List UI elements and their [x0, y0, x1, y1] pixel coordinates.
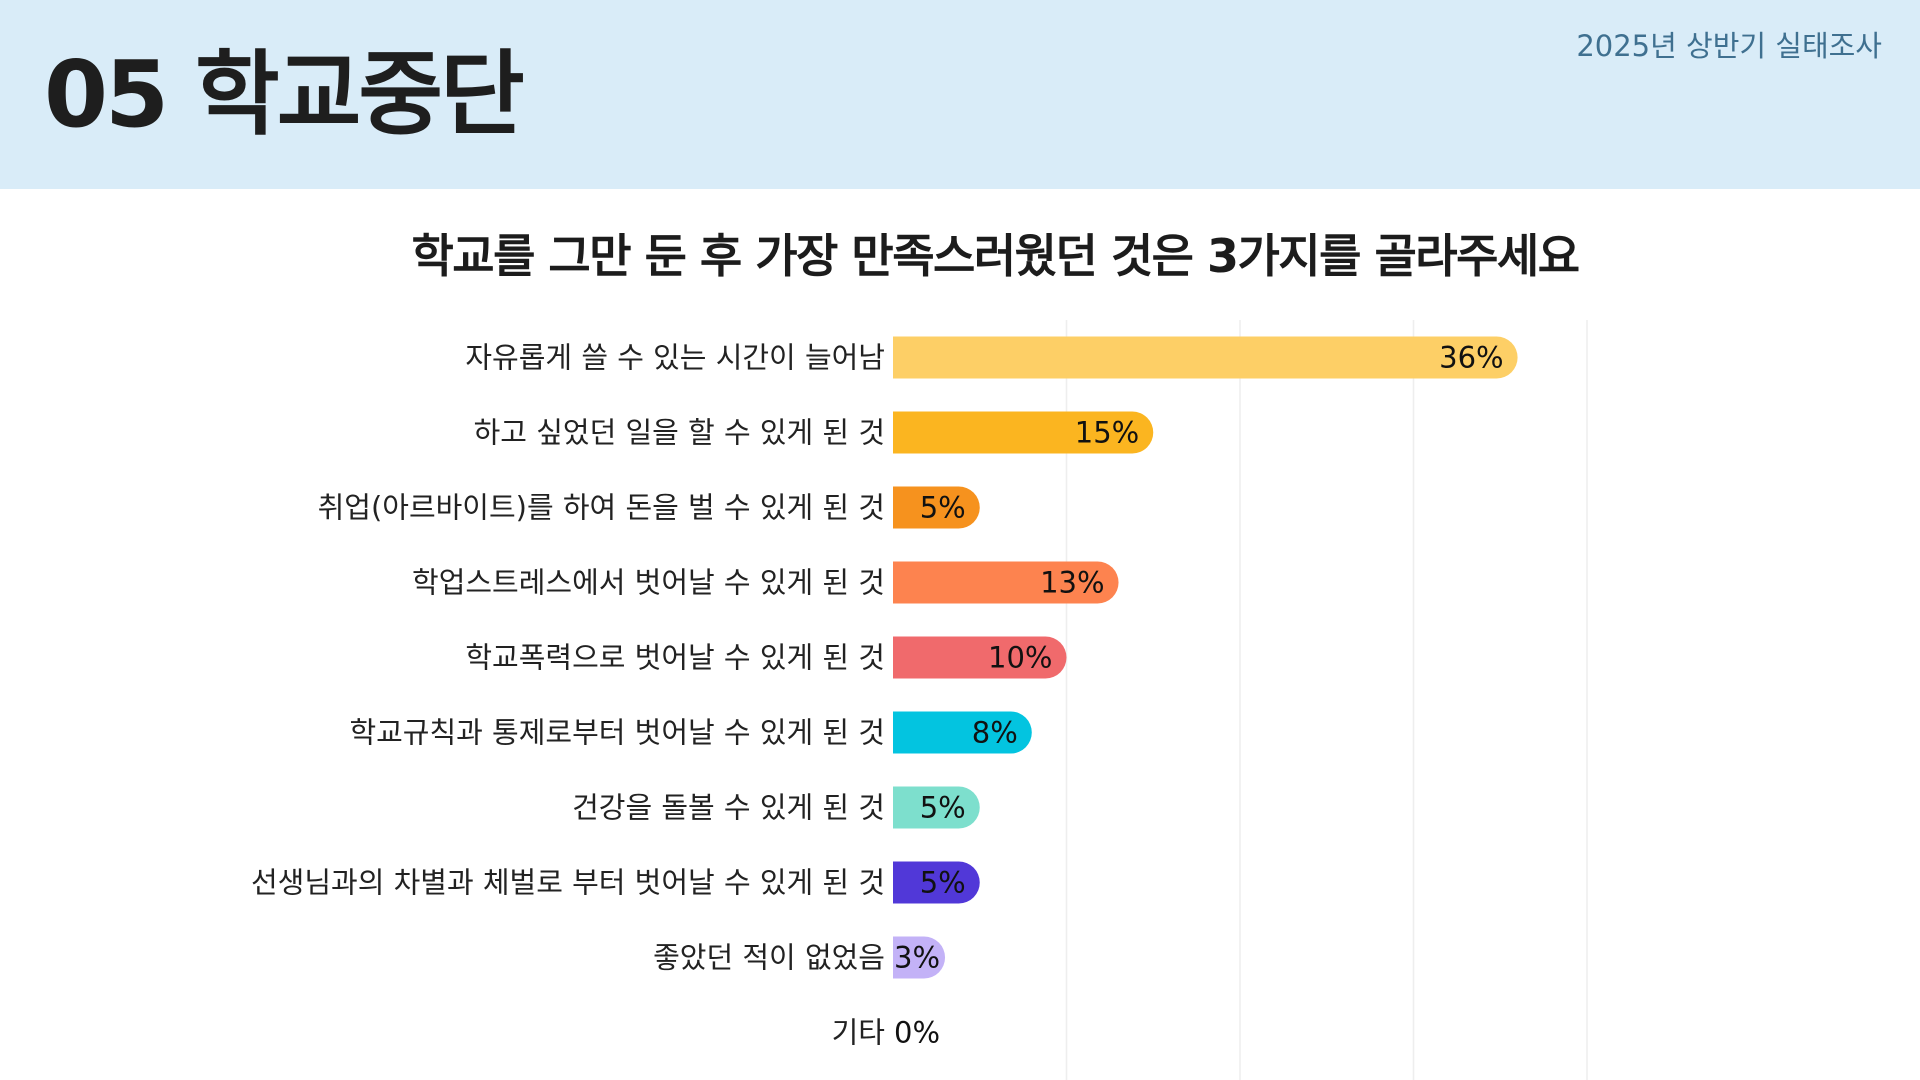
category-label-3: 취업(아르바이트)를 하여 돈을 벌 수 있게 된 것 [318, 491, 885, 525]
category-label-5: 학교폭력으로 벗어날 수 있게 된 것 [465, 641, 885, 675]
category-label-9: 좋았던 적이 없었음 [653, 941, 885, 975]
category-label-8: 선생님과의 차별과 체벌로 부터 벗어날 수 있게 된 것 [251, 866, 885, 900]
value-label-8: 5% [920, 866, 966, 900]
category-label-4: 학업스트레스에서 벗어날 수 있게 된 것 [412, 566, 885, 600]
bar-5 [893, 636, 1067, 679]
chart-question-title: 학교를 그만 둔 후 가장 만족스러웠던 것은 3가지를 골라주세요 [411, 229, 1580, 283]
category-label-6: 학교규칙과 통제로부터 벗어날 수 있게 된 것 [349, 716, 885, 750]
bar-7 [893, 786, 980, 829]
section-title: 05 학교중단 [44, 41, 525, 148]
value-label-10: 0% [894, 1016, 940, 1050]
value-label-6: 8% [972, 716, 1018, 750]
value-labels: 36% 15% 5% 13% 10% 8% 5% 5% 3% 0% [894, 341, 1504, 1050]
category-label-10: 기타 [832, 1016, 885, 1050]
header-banner: 05 학교중단 2025년 상반기 실태조사 [0, 0, 1920, 189]
survey-period-label: 2025년 상반기 실태조사 [1576, 29, 1882, 63]
bar-8 [893, 861, 980, 904]
value-label-1: 36% [1439, 341, 1503, 375]
category-label-2: 하고 싶었던 일을 할 수 있게 된 것 [474, 416, 885, 450]
category-label-7: 건강을 돌볼 수 있게 된 것 [572, 791, 885, 825]
bar-6 [893, 711, 1032, 754]
value-label-9: 3% [894, 941, 940, 975]
value-label-5: 10% [988, 641, 1052, 675]
bar-4 [893, 561, 1119, 604]
bar-3 [893, 486, 980, 529]
bar-9 [893, 936, 946, 979]
category-label-1: 자유롭게 쓸 수 있는 시간이 늘어남 [465, 341, 885, 375]
bar-2 [893, 411, 1154, 454]
value-label-2: 15% [1075, 416, 1139, 450]
value-label-4: 13% [1040, 566, 1104, 600]
bar-1 [893, 336, 1518, 379]
value-label-7: 5% [920, 791, 966, 825]
chart-bars [893, 336, 1518, 979]
value-label-3: 5% [920, 491, 966, 525]
